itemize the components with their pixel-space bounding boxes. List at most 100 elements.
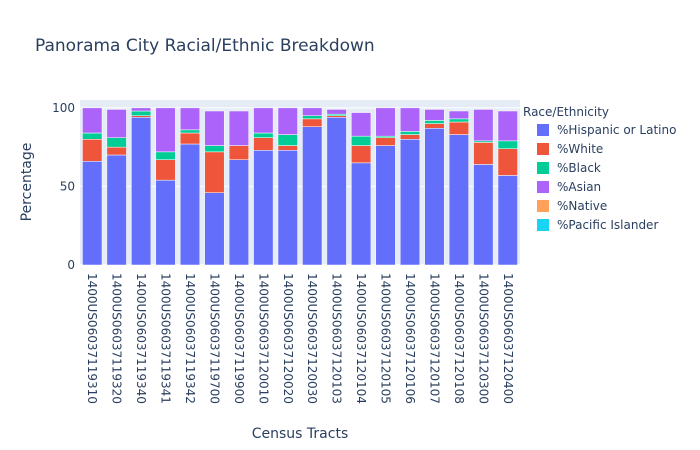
x-tick-label: 1400US06037120105 <box>379 273 393 404</box>
bar-segment[interactable] <box>497 148 518 176</box>
bar-segment[interactable] <box>448 121 469 135</box>
bar-segment[interactable] <box>399 139 421 266</box>
bar-segment[interactable] <box>497 140 518 149</box>
bar-segment[interactable] <box>253 150 274 266</box>
bar-segment[interactable] <box>155 179 176 266</box>
bar-segment[interactable] <box>155 107 176 153</box>
bar-segment[interactable] <box>424 123 445 129</box>
bar-segment[interactable] <box>228 110 249 146</box>
x-tick-label: 1400US06037120104 <box>354 273 368 404</box>
y-axis-title: Percentage <box>19 143 35 222</box>
y-tick-label: 50 <box>60 179 75 193</box>
legend-title: Race/Ethnicity <box>523 105 609 119</box>
bar-segment[interactable] <box>131 107 152 112</box>
bar-segment[interactable] <box>106 146 127 156</box>
bar-segment[interactable] <box>448 110 469 120</box>
bar-segment[interactable] <box>106 137 127 148</box>
bar-segment[interactable] <box>179 132 201 145</box>
bar-segment[interactable] <box>204 110 225 146</box>
bar-segment[interactable] <box>351 145 372 164</box>
x-tick-label: 1400US06037120030 <box>305 273 319 404</box>
bar-segment[interactable] <box>82 139 103 162</box>
x-tick-label: 1400US06037120020 <box>281 273 295 404</box>
bar-segment[interactable] <box>277 150 298 266</box>
x-tick-label: 1400US06037119340 <box>134 273 148 404</box>
bar-segment[interactable] <box>228 159 249 266</box>
legend-swatch[interactable] <box>537 162 549 174</box>
legend-label: %White <box>557 142 603 156</box>
bar-segment[interactable] <box>424 109 445 121</box>
bar-segment[interactable] <box>131 110 152 116</box>
legend-label: %Pacific Islander <box>557 218 658 232</box>
x-tick-label: 1400US06037120300 <box>476 273 490 404</box>
legend[interactable]: Race/Ethnicity %Hispanic or Latino %White… <box>523 105 676 232</box>
legend-label: %Hispanic or Latino <box>557 123 676 137</box>
bar-segment[interactable] <box>448 134 469 266</box>
bar-segment[interactable] <box>106 109 127 138</box>
plot-area <box>80 100 520 265</box>
bar-segment[interactable] <box>106 154 127 266</box>
bar-segment[interactable] <box>82 107 103 134</box>
x-tick-label: 1400US06037120400 <box>501 273 515 404</box>
x-tick-label: 1400US06037119320 <box>110 273 124 404</box>
legend-swatch[interactable] <box>537 219 549 231</box>
legend-swatch[interactable] <box>537 181 549 193</box>
bar-segment[interactable] <box>399 131 421 135</box>
legend-label: %Black <box>557 161 601 175</box>
bar-segment[interactable] <box>131 117 152 266</box>
legend-swatch[interactable] <box>537 143 549 155</box>
bar-segment[interactable] <box>351 135 372 146</box>
bar-segment[interactable] <box>399 134 421 140</box>
bar-segment[interactable] <box>302 107 323 116</box>
bar-segment[interactable] <box>277 145 298 151</box>
bar-segment[interactable] <box>375 137 396 146</box>
chart-title: Panorama City Racial/Ethnic Breakdown <box>35 36 375 56</box>
bar-segment[interactable] <box>497 175 518 266</box>
bar-segment[interactable] <box>302 118 323 127</box>
x-tick-label: 1400US06037119341 <box>159 273 173 404</box>
legend-swatch[interactable] <box>537 124 549 136</box>
bar-segment[interactable] <box>204 151 225 193</box>
bar-segment[interactable] <box>179 107 201 131</box>
x-tick-label: 1400US06037120107 <box>427 273 441 404</box>
bar-segment[interactable] <box>204 145 225 153</box>
bar-segment[interactable] <box>351 112 372 137</box>
legend-swatch[interactable] <box>537 200 549 212</box>
bar-segment[interactable] <box>82 132 103 140</box>
bar-segment[interactable] <box>399 107 421 132</box>
bar-segment[interactable] <box>179 143 201 266</box>
bar-segment[interactable] <box>424 120 445 124</box>
bar-segment[interactable] <box>424 128 445 266</box>
bar-segment[interactable] <box>253 132 274 138</box>
bar-segment[interactable] <box>253 137 274 151</box>
bar-segment[interactable] <box>326 117 347 266</box>
x-tick-label: 1400US06037120108 <box>452 273 466 404</box>
bar-segment[interactable] <box>277 134 298 146</box>
bar-segment[interactable] <box>473 164 494 266</box>
x-tick-label: 1400US06037120106 <box>403 273 417 404</box>
bar-segment[interactable] <box>473 109 494 142</box>
bar-segment[interactable] <box>375 107 396 137</box>
y-tick-label: 0 <box>67 258 75 272</box>
x-tick-label: 1400US06037119310 <box>85 273 99 404</box>
legend-label: %Asian <box>557 180 601 194</box>
bar-segment[interactable] <box>204 192 225 266</box>
bar-segment[interactable] <box>253 107 274 134</box>
bar-segment[interactable] <box>155 159 176 181</box>
bar-segment[interactable] <box>82 161 103 266</box>
bar-segment[interactable] <box>302 115 323 120</box>
x-tick-label: 1400US06037120010 <box>256 273 270 404</box>
bar-segment[interactable] <box>351 162 372 266</box>
bar-segment[interactable] <box>277 107 298 135</box>
bar-segment[interactable] <box>155 151 176 160</box>
bar-segment[interactable] <box>375 145 396 266</box>
bar-segment[interactable] <box>497 110 518 142</box>
bar-segment[interactable] <box>228 145 249 160</box>
bar-segment[interactable] <box>179 129 201 134</box>
bar-segment[interactable] <box>473 142 494 165</box>
bar-segment[interactable] <box>326 109 347 115</box>
bar-segment[interactable] <box>448 118 469 123</box>
bar-segment[interactable] <box>302 126 323 266</box>
